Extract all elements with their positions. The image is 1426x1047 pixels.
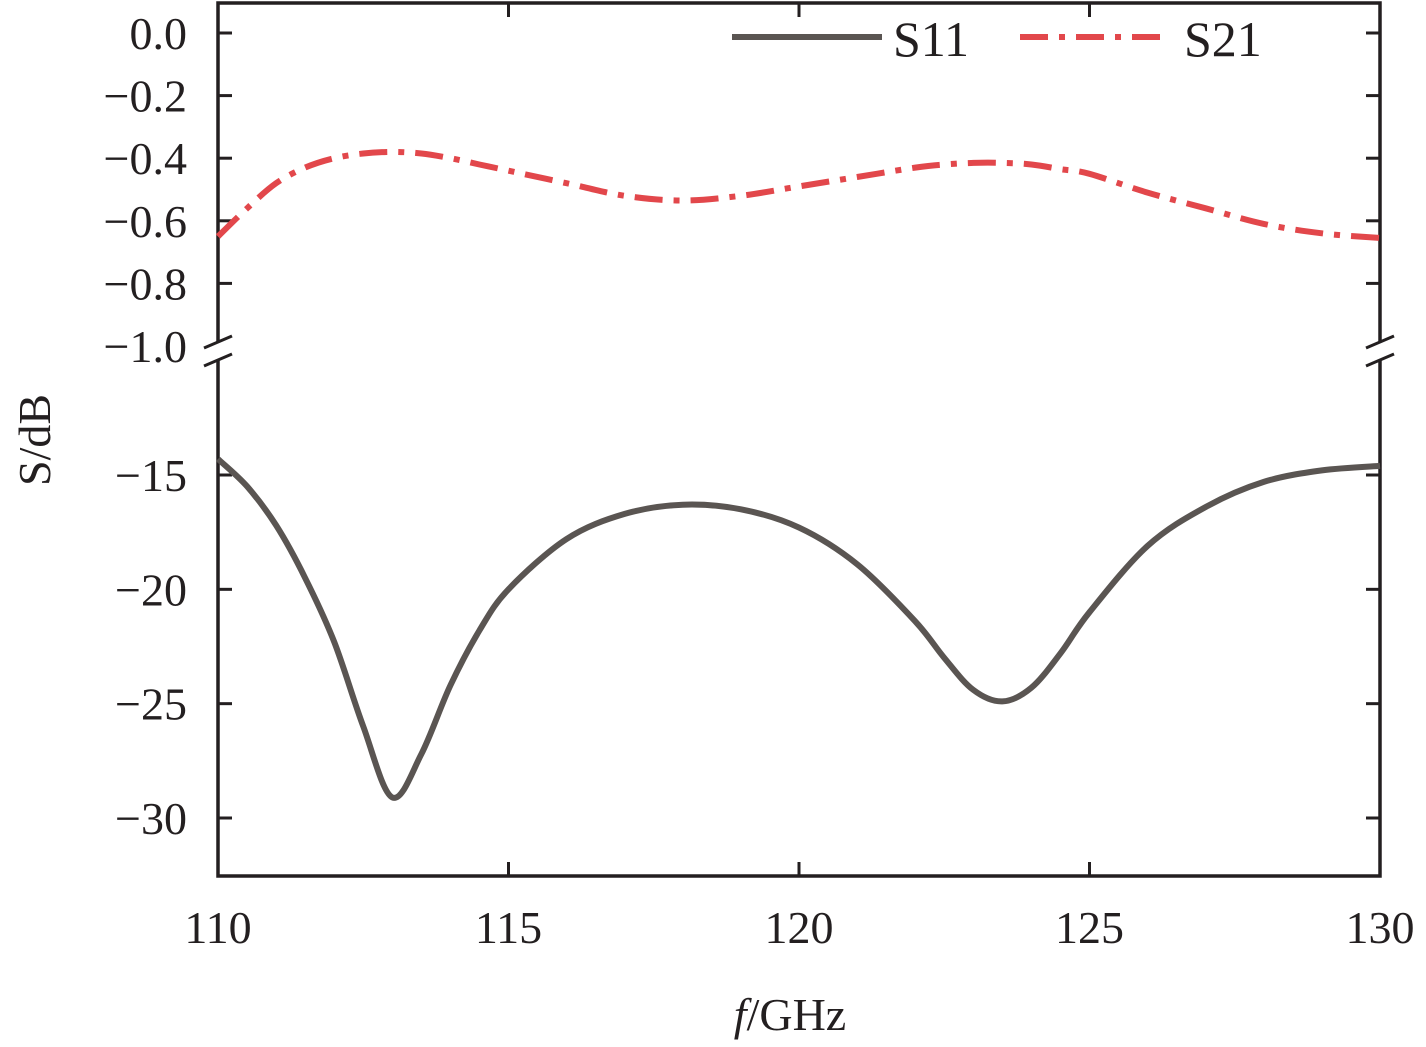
- upper-y-tick-label: −0.4: [104, 133, 187, 184]
- lower-y-tick-label: −20: [115, 564, 187, 615]
- break-slash-left: [203, 334, 233, 350]
- upper-y-tick-label: 0.0: [130, 8, 188, 59]
- legend: S11 S21: [732, 11, 1262, 67]
- x-tick-label: 130: [1346, 902, 1415, 953]
- upper-y-tick-label: −0.2: [104, 71, 187, 122]
- ticks: 110 115 120 125 130 0.0 −0.2 −0.4 −0.6 −0.8 −1.0 −1…: [104, 3, 1415, 953]
- y-axis-title: S/dB: [9, 394, 60, 486]
- lower-y-tick-label: −25: [115, 679, 187, 730]
- x-tick-label: 120: [765, 902, 834, 953]
- x-tick-label: 110: [184, 902, 251, 953]
- break-slash-right: [1365, 352, 1395, 368]
- break-slash-right: [1365, 334, 1395, 350]
- legend-label-s11: S11: [893, 11, 969, 67]
- upper-y-tick-label: −1.0: [104, 321, 187, 372]
- lower-y-tick-label: −15: [115, 450, 187, 501]
- axis-break-marks: [203, 334, 1395, 368]
- x-axis-title-unit: /GHz: [747, 989, 847, 1040]
- break-slash-left: [203, 352, 233, 368]
- legend-label-s21: S21: [1184, 11, 1262, 67]
- series-layer: [215, 148, 1381, 801]
- series-line-s21: [215, 148, 1381, 241]
- lower-y-tick-label: −30: [115, 793, 187, 844]
- x-tick-label: 125: [1055, 902, 1124, 953]
- series-line-s11: [215, 456, 1381, 801]
- x-axis-title: f/GHz: [734, 989, 846, 1040]
- x-tick-label: 115: [475, 902, 542, 953]
- upper-y-tick-label: −0.6: [104, 196, 187, 247]
- plot-frame: [216, 1, 1382, 878]
- upper-y-tick-label: −0.8: [104, 258, 187, 309]
